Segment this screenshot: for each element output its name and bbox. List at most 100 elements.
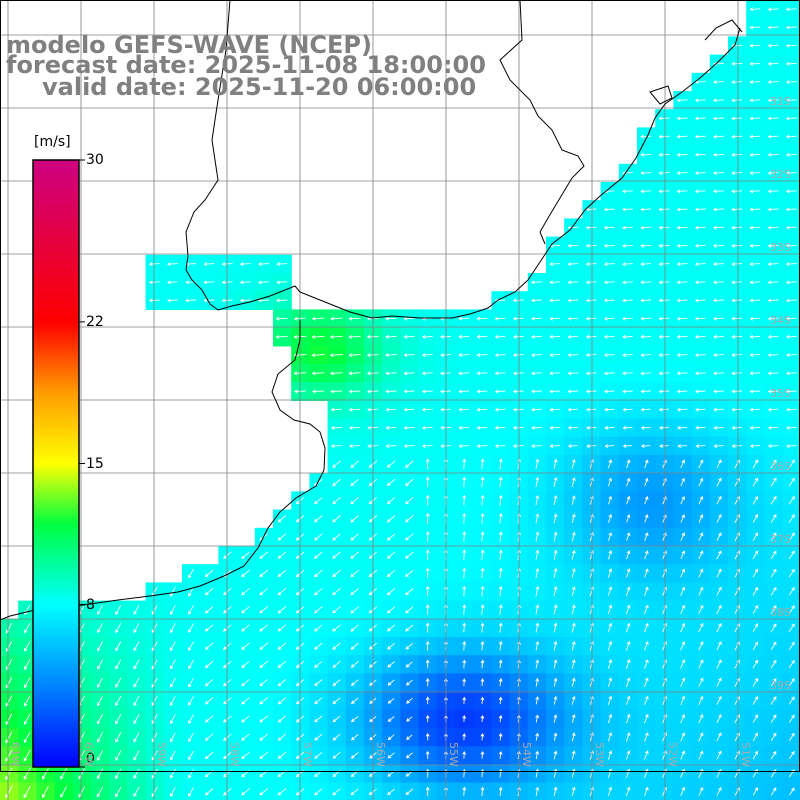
wind-arrow [713, 207, 724, 212]
wind-arrow [480, 567, 485, 579]
wind-arrow [713, 116, 724, 121]
wind-arrow [622, 280, 633, 285]
wind-arrow [223, 624, 232, 632]
wind-arrow [259, 788, 268, 796]
wind-arrow [731, 189, 743, 194]
wind-arrow [694, 262, 706, 266]
wind-arrow [713, 334, 724, 339]
wind-arrow [386, 533, 396, 541]
wind-arrow [535, 786, 540, 796]
wind-arrow [275, 335, 288, 339]
wind-arrow [60, 767, 67, 780]
wind-arrow [567, 316, 579, 321]
wind-arrow [625, 786, 631, 797]
wind-arrow [462, 696, 467, 704]
wind-arrow [788, 787, 795, 796]
wind-arrow [788, 568, 795, 578]
wind-arrow [498, 549, 503, 560]
title-line-1: modelo GEFS-WAVE (NCEP) [6, 31, 372, 59]
wind-arrow [713, 407, 724, 412]
wind-arrow [458, 316, 470, 321]
wind-arrow [115, 641, 122, 652]
wind-arrow [425, 696, 430, 705]
wind-arrow [626, 514, 631, 523]
title-line-3: valid date: 2025-11-20 06:00:00 [42, 73, 477, 101]
wind-arrow [385, 371, 397, 376]
wind-arrow [498, 732, 503, 741]
wind-arrow [788, 659, 795, 669]
wind-arrow [680, 786, 686, 796]
wind-arrow [167, 298, 178, 303]
wind-arrow [658, 407, 670, 412]
wind-arrow [167, 262, 178, 266]
wind-arrow [277, 751, 287, 759]
wind-arrow [549, 262, 561, 266]
wind-arrow [549, 316, 561, 321]
wind-arrow [480, 549, 485, 560]
wind-arrow [385, 425, 397, 430]
wind-arrow [749, 262, 761, 266]
wind-arrow [731, 444, 742, 448]
wind-arrow [713, 425, 724, 430]
wind-arrow [694, 280, 706, 285]
wind-arrow [608, 532, 613, 542]
latitude-label: 37S [770, 533, 791, 546]
wind-arrow [749, 134, 761, 139]
wind-arrow [785, 353, 797, 357]
wind-arrow [713, 298, 724, 303]
wind-arrow [96, 677, 104, 688]
wind-arrow [553, 604, 558, 615]
wind-arrow [97, 623, 103, 634]
wind-arrow [386, 551, 396, 559]
wind-arrow [752, 714, 759, 723]
wind-arrow [767, 407, 779, 412]
wind-arrow [332, 569, 341, 578]
wind-arrow [23, 749, 31, 762]
wind-arrow [749, 407, 761, 412]
wind-arrow [458, 334, 470, 339]
wind-arrow [425, 585, 430, 597]
wind-arrow [480, 585, 485, 597]
wind-arrow [694, 189, 706, 194]
wind-arrow [204, 715, 214, 723]
wind-arrow [788, 550, 795, 560]
wind-arrow [462, 678, 467, 687]
wind-arrow [716, 459, 722, 469]
wind-arrow [567, 389, 579, 394]
wind-arrow [462, 585, 467, 597]
wind-arrow [571, 549, 576, 560]
wind-arrow [480, 751, 485, 759]
wind-arrow [23, 767, 31, 780]
wind-arrow [680, 695, 686, 706]
wind-arrow [676, 353, 688, 357]
wind-arrow [386, 606, 396, 614]
wind-arrow [785, 262, 797, 266]
wind-arrow [585, 262, 597, 266]
wind-arrow [553, 531, 558, 542]
wind-arrow [571, 586, 576, 597]
wind-arrow [734, 623, 740, 633]
wind-arrow [752, 787, 758, 796]
wind-arrow [314, 551, 323, 559]
wind-arrow [97, 604, 103, 615]
wind-arrow [788, 586, 795, 596]
wind-arrow [694, 171, 706, 175]
wind-arrow [640, 225, 652, 230]
wind-arrow [622, 189, 633, 194]
wind-arrow [607, 695, 613, 706]
wind-arrow [734, 532, 740, 542]
wind-arrow [167, 280, 178, 285]
wind-arrow [314, 624, 323, 632]
wind-arrow [749, 225, 761, 230]
wind-arrow [644, 550, 649, 560]
wind-arrow [622, 334, 633, 339]
wind-arrow [203, 262, 215, 266]
wind-arrow [622, 262, 633, 266]
wind-arrow [115, 604, 122, 615]
wind-arrow [713, 225, 724, 230]
wind-arrow [115, 695, 122, 707]
wind-arrow [767, 243, 779, 248]
wind-arrow [350, 624, 359, 632]
wind-arrow [403, 389, 415, 394]
wind-arrow [585, 298, 597, 303]
